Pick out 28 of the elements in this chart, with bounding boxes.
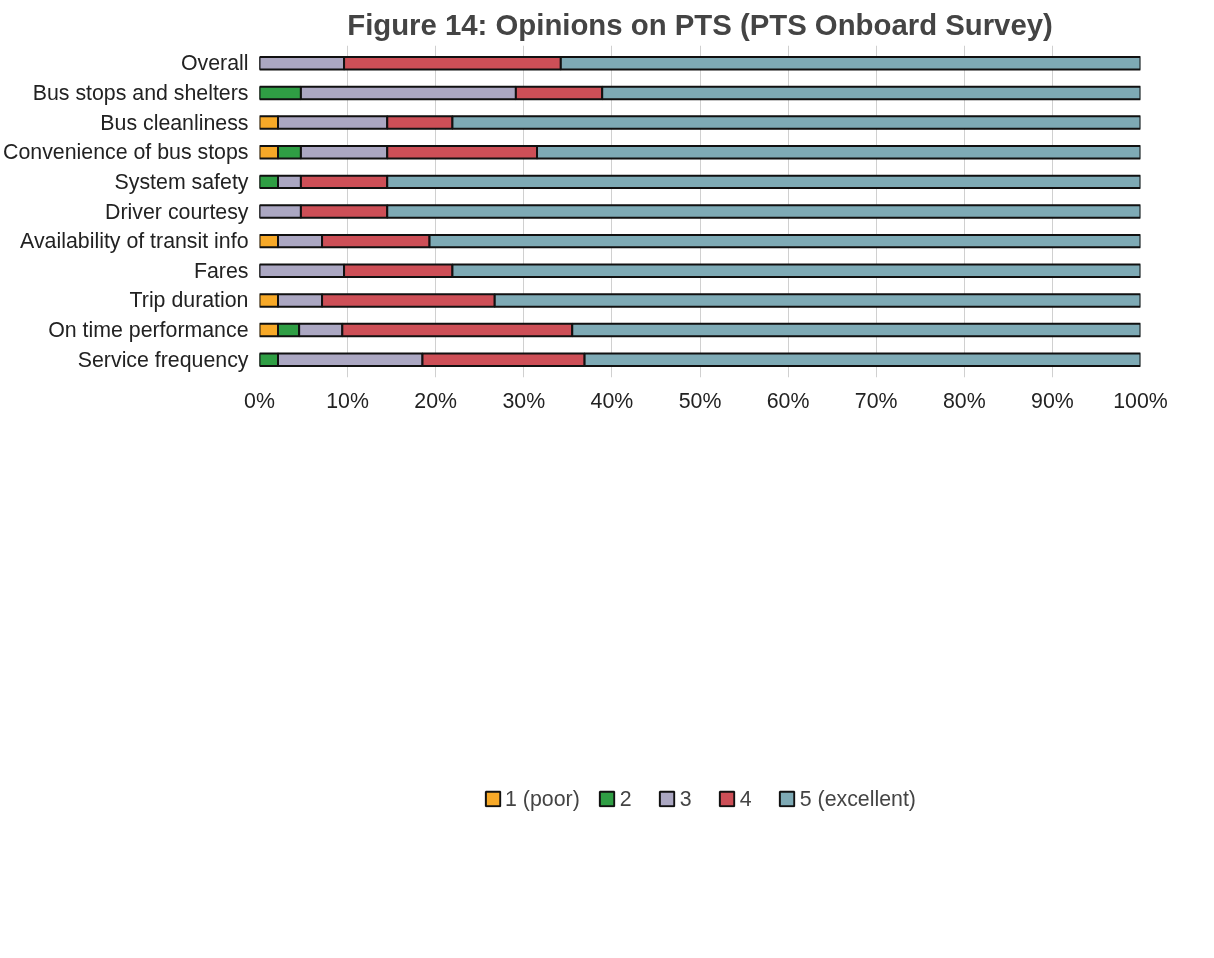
- y-tick-label: Convenience of bus stops: [3, 140, 249, 165]
- x-tick-label: 80%: [942, 388, 986, 413]
- y-tick-label: Availability of transit info: [20, 229, 249, 254]
- y-tick-label: Fares: [193, 258, 249, 283]
- y-tick-label: Driver courtesy: [105, 199, 249, 224]
- x-tick-label: 60%: [766, 388, 810, 413]
- legend-label: 4: [739, 786, 753, 812]
- y-tick-label: Overall: [180, 51, 249, 76]
- x-tick-label: 30%: [502, 388, 546, 413]
- legend-label: 3: [679, 786, 693, 812]
- y-tick-label: Trip duration: [129, 288, 249, 313]
- x-tick-label: 40%: [590, 388, 634, 413]
- y-tick-label: Bus stops and shelters: [32, 80, 249, 105]
- legend-label: 2: [619, 786, 633, 812]
- y-tick-label: Bus cleanliness: [100, 110, 249, 135]
- x-tick-label: 50%: [678, 388, 722, 413]
- y-tick-label: System safety: [114, 169, 249, 194]
- x-tick-label: 20%: [414, 388, 458, 413]
- x-tick-label: 10%: [326, 388, 369, 413]
- y-tick-label: Service frequency: [77, 347, 249, 372]
- x-tick-label: 90%: [1031, 388, 1074, 413]
- x-tick-label: 70%: [854, 388, 898, 413]
- x-tick-label: 0%: [244, 388, 275, 413]
- chart-title: Figure 14: Opinions on PTS (PTS Onboard Survey): [347, 7, 1053, 41]
- x-tick-label: 100%: [1113, 388, 1168, 413]
- legend-label: 5 (excellent): [799, 786, 916, 812]
- y-tick-label: On time performance: [48, 318, 249, 343]
- legend-label: 1 (poor): [505, 786, 580, 812]
